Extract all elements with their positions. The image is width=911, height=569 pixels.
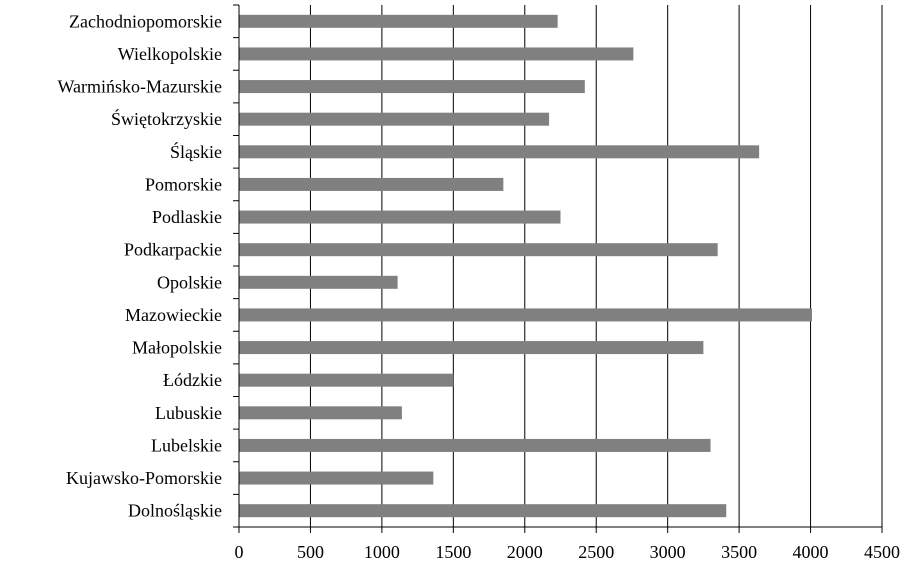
category-label-11: Małopolskie	[132, 338, 222, 358]
category-label-14: Lubelskie	[151, 435, 222, 455]
bar-4	[239, 112, 550, 126]
bar-9	[239, 275, 398, 289]
category-label-15: Kujawsko-Pomorskie	[66, 468, 222, 488]
category-label-1: Zachodniopomorskie	[69, 11, 222, 31]
category-label-12: Łódzkie	[163, 370, 222, 390]
bar-14	[239, 438, 711, 452]
category-label-2: Wielkopolskie	[118, 44, 222, 64]
category-label-4: Świętokrzyskie	[111, 108, 222, 129]
bar-6	[239, 177, 504, 191]
bar-12	[239, 373, 454, 387]
category-labels: Zachodniopomorskie Wielkopolskie Warmińsko…	[57, 11, 222, 520]
bar-2	[239, 47, 634, 61]
bar-7	[239, 210, 561, 224]
category-label-5: Śląskie	[170, 141, 222, 162]
x-tick-label-4000: 4000	[793, 542, 829, 562]
category-label-7: Podlaskie	[152, 207, 222, 227]
axes	[233, 4, 883, 533]
bar-13	[239, 406, 402, 420]
x-tick-labels: 0 500 1000 1500 2000 2500 3000 3500 4000 4500	[235, 542, 901, 562]
bar-5	[239, 145, 760, 159]
x-tick-label-3000: 3000	[650, 542, 686, 562]
category-label-13: Lubuskie	[155, 403, 222, 423]
bar-16	[239, 504, 727, 518]
category-label-9: Opolskie	[157, 272, 222, 292]
bar-1	[239, 14, 558, 28]
category-label-3: Warmińsko-Mazurskie	[57, 77, 222, 97]
category-label-6: Pomorskie	[145, 174, 222, 194]
bar-8	[239, 243, 718, 257]
x-tick-label-0: 0	[235, 542, 244, 562]
bar-15	[239, 471, 434, 485]
bar-3	[239, 80, 585, 94]
category-label-8: Podkarpackie	[124, 240, 222, 260]
x-tick-label-2500: 2500	[578, 542, 614, 562]
x-tick-label-4500: 4500	[864, 542, 900, 562]
bars	[239, 14, 812, 518]
x-tick-label-1500: 1500	[435, 542, 471, 562]
category-label-10: Mazowieckie	[125, 305, 222, 325]
bar-11	[239, 341, 704, 355]
x-tick-label-3500: 3500	[721, 542, 757, 562]
x-tick-label-2000: 2000	[507, 542, 543, 562]
x-tick-label-1000: 1000	[364, 542, 400, 562]
bar-10	[239, 308, 812, 322]
category-label-16: Dolnośląskie	[128, 501, 222, 521]
x-tick-label-500: 500	[297, 542, 324, 562]
